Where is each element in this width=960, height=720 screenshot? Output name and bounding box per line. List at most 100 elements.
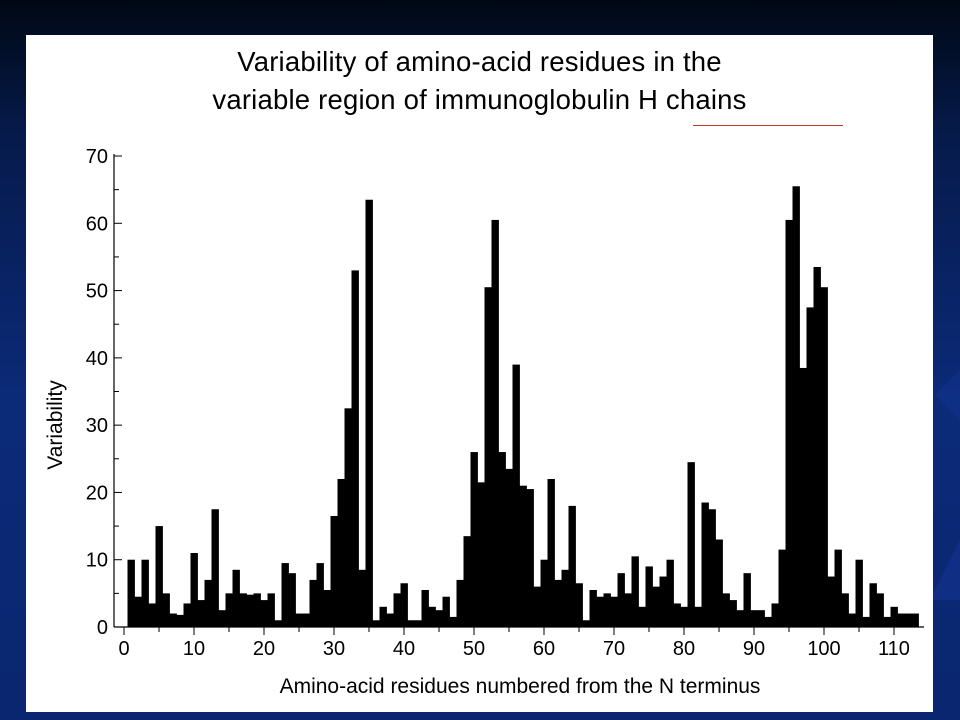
bar-residue-89 bbox=[743, 573, 751, 627]
bar-residue-93 bbox=[771, 603, 779, 627]
bar-residue-106 bbox=[862, 616, 870, 627]
title-underline-mark bbox=[693, 125, 843, 126]
bar-residue-13 bbox=[211, 509, 219, 627]
bar-residue-90 bbox=[750, 610, 758, 627]
bar-residue-91 bbox=[757, 610, 765, 627]
bar-residue-81 bbox=[687, 462, 695, 627]
bar-residue-100 bbox=[820, 287, 828, 627]
bar-residue-14 bbox=[218, 610, 226, 627]
bar-residue-2 bbox=[134, 596, 142, 627]
x-tick-label: 60 bbox=[533, 638, 555, 660]
bar-residue-35 bbox=[365, 199, 373, 628]
bar-residue-97 bbox=[799, 367, 807, 627]
x-tick-label: 10 bbox=[183, 638, 205, 660]
bars-group bbox=[127, 186, 919, 628]
bar-residue-95 bbox=[785, 219, 793, 628]
bar-residue-110 bbox=[890, 606, 898, 627]
bar-residue-5 bbox=[155, 526, 163, 627]
bar-residue-49 bbox=[463, 536, 471, 627]
bar-residue-53 bbox=[491, 219, 499, 628]
bar-residue-51 bbox=[477, 482, 485, 627]
variability-bar-chart: 0 10 20 30 40 50 60 70 0 10 20 30 40 50 60 70 80 90 100 11… bbox=[44, 146, 924, 698]
x-tick-label: 50 bbox=[463, 638, 485, 660]
x-tick-label: 70 bbox=[603, 638, 625, 660]
bar-residue-15 bbox=[225, 593, 233, 627]
bar-residue-50 bbox=[470, 452, 478, 627]
x-tick-label: 100 bbox=[807, 638, 840, 660]
bar-residue-65 bbox=[575, 583, 583, 627]
bar-residue-103 bbox=[841, 593, 849, 627]
bar-residue-84 bbox=[708, 509, 716, 627]
bar-residue-92 bbox=[764, 616, 772, 627]
bar-residue-60 bbox=[540, 559, 548, 627]
bar-residue-87 bbox=[729, 600, 737, 627]
x-tick-label: 110 bbox=[878, 638, 910, 660]
bar-residue-85 bbox=[715, 539, 723, 627]
bar-residue-9 bbox=[183, 603, 191, 627]
bar-residue-113 bbox=[911, 613, 919, 627]
bar-residue-63 bbox=[561, 569, 569, 627]
bar-residue-31 bbox=[337, 478, 345, 627]
bar-residue-105 bbox=[855, 559, 863, 627]
bar-residue-80 bbox=[680, 606, 688, 627]
y-tick-label: 70 bbox=[86, 146, 108, 168]
x-tick-label: 40 bbox=[393, 638, 415, 660]
bar-residue-10 bbox=[190, 552, 198, 627]
chart-title-line-2: variable region of immunoglobulin H chai… bbox=[212, 84, 747, 115]
bar-residue-41 bbox=[407, 620, 415, 627]
bar-residue-112 bbox=[904, 613, 912, 627]
y-tick-label: 0 bbox=[97, 617, 108, 639]
y-tick-label: 60 bbox=[86, 213, 108, 235]
bar-residue-40 bbox=[400, 583, 408, 627]
bar-residue-24 bbox=[288, 573, 296, 627]
bar-residue-4 bbox=[148, 603, 156, 627]
y-axis-label: Variability bbox=[44, 380, 67, 470]
bar-residue-76 bbox=[652, 586, 660, 627]
bar-residue-73 bbox=[631, 556, 639, 627]
bar-residue-101 bbox=[827, 576, 835, 627]
bar-residue-37 bbox=[379, 606, 387, 627]
y-tick-label: 50 bbox=[86, 281, 108, 303]
bar-residue-75 bbox=[645, 566, 653, 627]
bar-residue-7 bbox=[169, 613, 177, 627]
chart-panel: Variability of amino-acid residues in th… bbox=[26, 35, 933, 712]
bar-residue-36 bbox=[372, 620, 380, 627]
bar-residue-29 bbox=[323, 589, 331, 627]
bar-residue-62 bbox=[554, 579, 562, 627]
chart-title-line-1: Variability of amino-acid residues in th… bbox=[237, 46, 722, 77]
bar-residue-107 bbox=[869, 583, 877, 627]
y-tick-label: 20 bbox=[86, 482, 108, 504]
bar-residue-18 bbox=[246, 594, 254, 627]
bar-residue-33 bbox=[351, 270, 359, 627]
bar-residue-46 bbox=[442, 596, 450, 627]
bar-residue-108 bbox=[876, 593, 884, 627]
bar-residue-21 bbox=[267, 593, 275, 627]
bar-residue-34 bbox=[358, 569, 366, 627]
y-tick-label: 30 bbox=[86, 415, 108, 437]
x-tick-label: 80 bbox=[673, 638, 695, 660]
bar-residue-102 bbox=[834, 549, 842, 627]
x-ticks-group: 0 10 20 30 40 50 60 70 80 90 100 110 bbox=[118, 627, 910, 660]
bar-residue-83 bbox=[701, 502, 709, 627]
bar-residue-39 bbox=[393, 593, 401, 627]
bar-residue-67 bbox=[589, 589, 597, 627]
bar-residue-68 bbox=[596, 596, 604, 627]
bar-residue-42 bbox=[414, 620, 422, 627]
bar-residue-71 bbox=[617, 573, 625, 627]
bar-residue-44 bbox=[428, 606, 436, 627]
bar-residue-69 bbox=[603, 593, 611, 627]
bar-residue-58 bbox=[526, 489, 534, 627]
bar-residue-82 bbox=[694, 606, 702, 627]
x-tick-label: 30 bbox=[323, 638, 345, 660]
bar-residue-74 bbox=[638, 606, 646, 627]
bar-residue-61 bbox=[547, 478, 555, 627]
bar-residue-12 bbox=[204, 579, 212, 627]
bar-residue-70 bbox=[610, 596, 618, 627]
bar-residue-43 bbox=[421, 589, 429, 627]
bar-residue-52 bbox=[484, 287, 492, 627]
bar-residue-45 bbox=[435, 610, 443, 627]
bar-residue-109 bbox=[883, 616, 891, 627]
bar-residue-86 bbox=[722, 593, 730, 627]
bar-residue-22 bbox=[274, 620, 282, 627]
bar-residue-59 bbox=[533, 586, 541, 627]
